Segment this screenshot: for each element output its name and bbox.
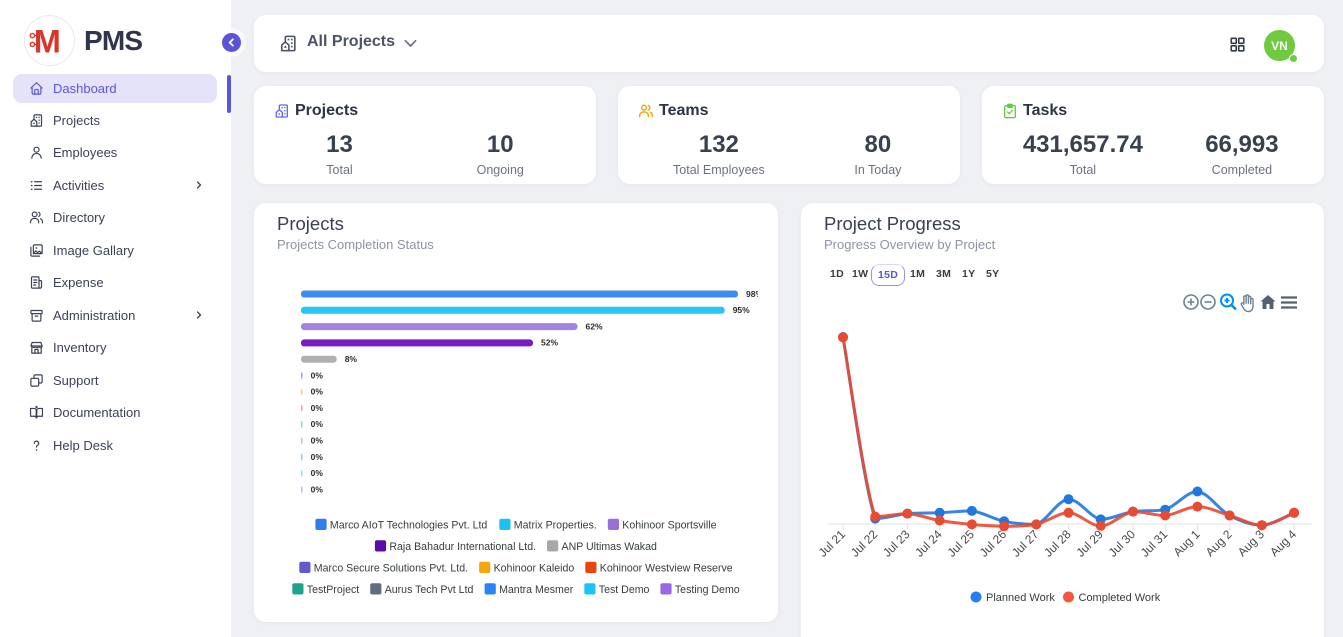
svg-text:Kohinoor Sportsville: Kohinoor Sportsville bbox=[622, 520, 716, 532]
svg-text:8%: 8% bbox=[345, 354, 358, 364]
svg-text:0%: 0% bbox=[311, 436, 324, 446]
svg-text:Jul 25: Jul 25 bbox=[944, 527, 977, 560]
svg-text:Jul 21: Jul 21 bbox=[816, 527, 849, 560]
svg-text:0%: 0% bbox=[311, 484, 324, 494]
svg-text:Jul 29: Jul 29 bbox=[1073, 527, 1106, 560]
svg-text:TestProject: TestProject bbox=[307, 584, 359, 596]
svg-text:Aurus Tech Pvt Ltd: Aurus Tech Pvt Ltd bbox=[385, 584, 474, 596]
svg-text:ANP Ultimas Wakad: ANP Ultimas Wakad bbox=[562, 541, 657, 553]
svg-text:Jul 27: Jul 27 bbox=[1009, 527, 1042, 560]
svg-text:Marco AIoT Technologies Pvt. L: Marco AIoT Technologies Pvt. Ltd bbox=[330, 520, 488, 532]
svg-text:Jul 30: Jul 30 bbox=[1106, 527, 1139, 560]
svg-text:Aug 1: Aug 1 bbox=[1170, 527, 1202, 559]
svg-text:Jul 28: Jul 28 bbox=[1041, 527, 1074, 560]
svg-text:Completed Work: Completed Work bbox=[1079, 592, 1161, 604]
svg-text:0%: 0% bbox=[311, 403, 324, 413]
svg-text:0%: 0% bbox=[311, 370, 324, 380]
svg-text:Kohinoor Kaleido: Kohinoor Kaleido bbox=[494, 563, 575, 575]
svg-text:98%: 98% bbox=[746, 289, 758, 299]
svg-text:Testing Demo: Testing Demo bbox=[675, 584, 740, 596]
svg-text:Jul 23: Jul 23 bbox=[880, 527, 913, 560]
svg-text:Jul 26: Jul 26 bbox=[977, 527, 1010, 560]
svg-text:Kohinoor Westview Reserve: Kohinoor Westview Reserve bbox=[600, 563, 733, 575]
svg-text:Jul 31: Jul 31 bbox=[1138, 527, 1171, 560]
svg-text:Aug 3: Aug 3 bbox=[1235, 527, 1267, 559]
svg-text:0%: 0% bbox=[311, 452, 324, 462]
svg-text:52%: 52% bbox=[541, 338, 558, 348]
svg-text:Matrix Properties.: Matrix Properties. bbox=[514, 520, 597, 532]
svg-text:Raja Bahadur International Ltd: Raja Bahadur International Ltd. bbox=[389, 541, 536, 553]
svg-text:Test Demo: Test Demo bbox=[599, 584, 650, 596]
svg-text:Aug 2: Aug 2 bbox=[1203, 527, 1235, 559]
svg-text:0%: 0% bbox=[311, 387, 324, 397]
svg-text:95%: 95% bbox=[733, 305, 750, 315]
svg-text:Marco Secure Solutions Pvt. Lt: Marco Secure Solutions Pvt. Ltd. bbox=[314, 563, 468, 575]
svg-text:Planned Work: Planned Work bbox=[986, 592, 1055, 604]
svg-text:62%: 62% bbox=[586, 321, 603, 331]
svg-text:Jul 22: Jul 22 bbox=[848, 527, 881, 560]
svg-text:0%: 0% bbox=[311, 468, 324, 478]
svg-text:Mantra Mesmer: Mantra Mesmer bbox=[499, 584, 574, 596]
svg-text:Aug 4: Aug 4 bbox=[1267, 527, 1299, 559]
svg-text:Jul 24: Jul 24 bbox=[912, 527, 945, 560]
svg-text:M: M bbox=[34, 23, 61, 59]
svg-text:0%: 0% bbox=[311, 419, 324, 429]
